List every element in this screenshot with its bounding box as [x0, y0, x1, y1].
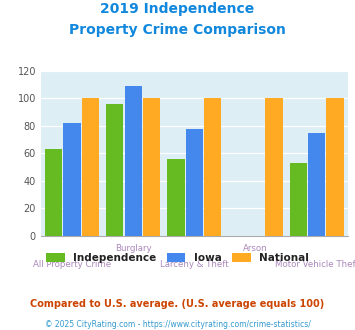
Bar [64, 123, 81, 236]
Bar [265, 98, 283, 236]
Text: Property Crime Comparison: Property Crime Comparison [69, 23, 286, 37]
Text: Larceny & Theft: Larceny & Theft [160, 260, 229, 269]
Bar [82, 98, 99, 236]
Text: Arson: Arson [243, 244, 268, 253]
Text: © 2025 CityRating.com - https://www.cityrating.com/crime-statistics/: © 2025 CityRating.com - https://www.city… [45, 320, 310, 329]
Text: All Property Crime: All Property Crime [33, 260, 111, 269]
Bar [125, 86, 142, 236]
Text: Motor Vehicle Theft: Motor Vehicle Theft [275, 260, 355, 269]
Text: Burglary: Burglary [115, 244, 152, 253]
Legend: Independence, Iowa, National: Independence, Iowa, National [42, 248, 313, 267]
Bar [106, 104, 124, 236]
Bar [308, 133, 325, 236]
Bar [290, 163, 307, 236]
Bar [143, 98, 160, 236]
Bar [204, 98, 222, 236]
Text: Compared to U.S. average. (U.S. average equals 100): Compared to U.S. average. (U.S. average … [31, 299, 324, 309]
Text: 2019 Independence: 2019 Independence [100, 2, 255, 16]
Bar [326, 98, 344, 236]
Bar [45, 149, 62, 236]
Bar [167, 159, 185, 236]
Bar [186, 129, 203, 236]
